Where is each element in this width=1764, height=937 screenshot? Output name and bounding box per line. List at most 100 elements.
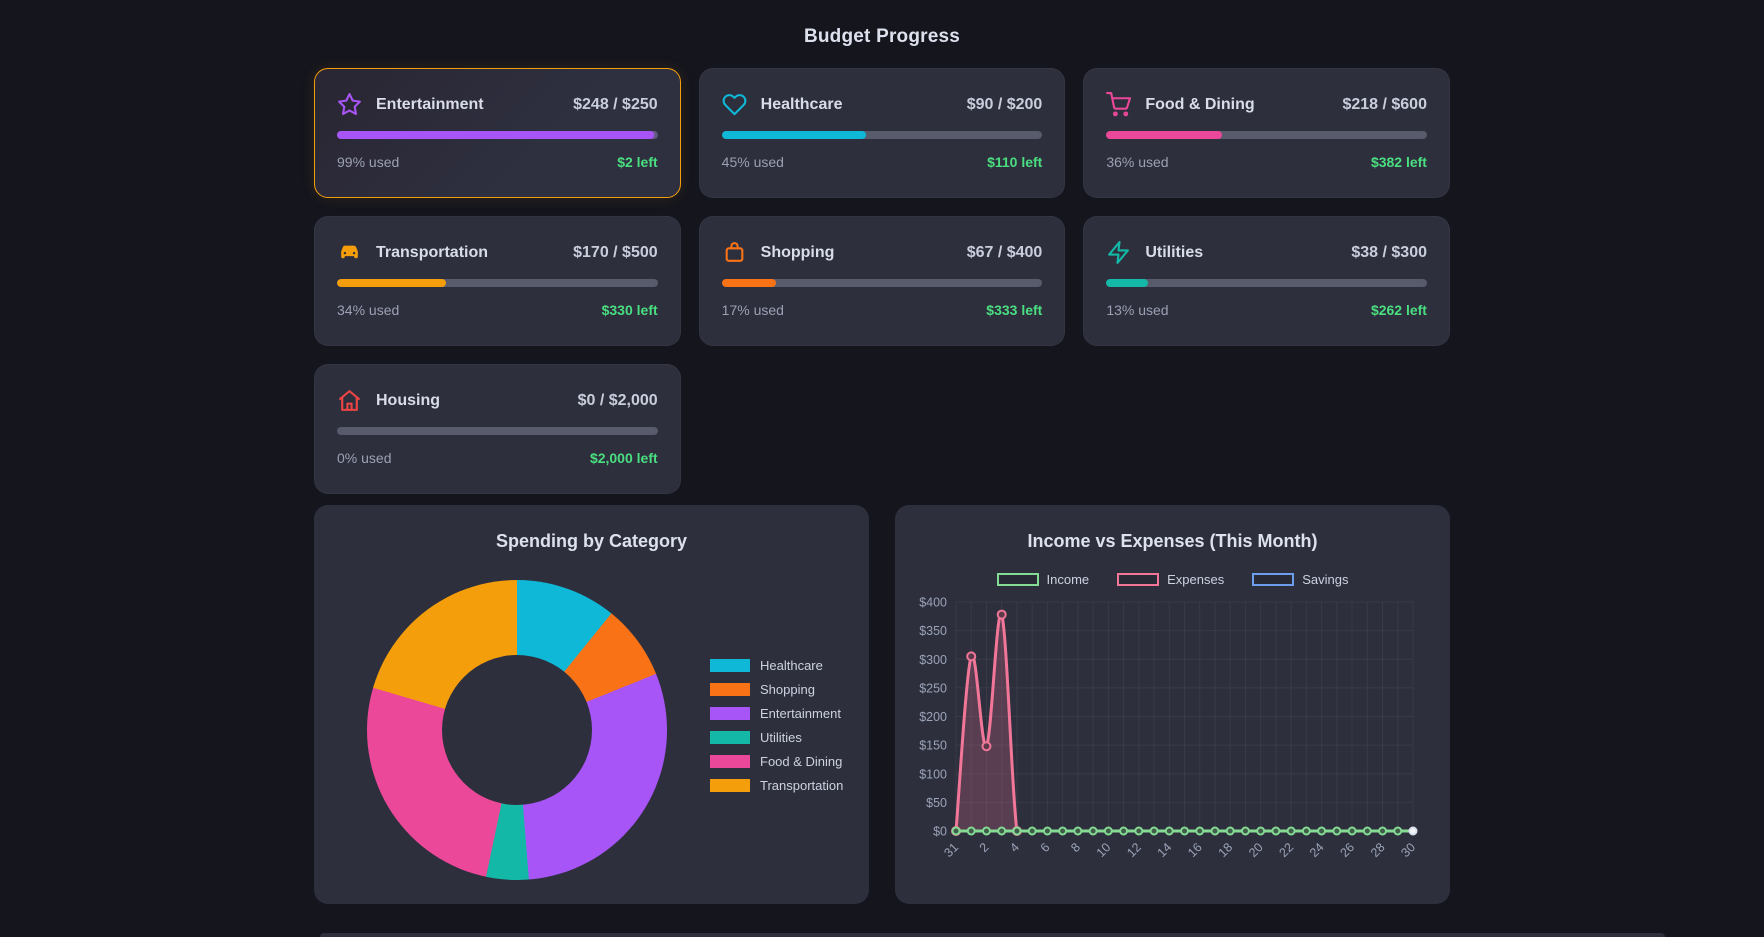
amount-left-label: $330 left: [601, 302, 658, 318]
amount-left-label: $382 left: [1370, 154, 1427, 170]
svg-text:6: 6: [1038, 840, 1053, 855]
legend-item-income[interactable]: Income: [996, 572, 1090, 587]
category-name: Housing: [376, 391, 440, 409]
legend-label: Expenses: [1167, 572, 1225, 587]
amount-left-label: $333 left: [986, 302, 1043, 318]
spending-by-category-panel: Spending by Category Healthcare Shopping…: [314, 505, 869, 904]
budget-card-housing[interactable]: Housing $0 / $2,000 0% used $2,000 left: [314, 364, 681, 494]
percent-used-label: 36% used: [1106, 154, 1169, 170]
shopping-bag-icon: [722, 240, 747, 265]
svg-text:28: 28: [1368, 840, 1388, 860]
svg-text:24: 24: [1307, 840, 1327, 860]
percent-used-label: 45% used: [721, 154, 784, 170]
legend-label: Healthcare: [760, 657, 823, 673]
budget-card-healthcare[interactable]: Healthcare $90 / $200 45% used $110 left: [698, 68, 1066, 198]
budget-card-entertainment[interactable]: Entertainment $248 / $250 99% used $2 le…: [314, 68, 681, 198]
progress-bar: [721, 279, 777, 287]
pie-legend-item-healthcare[interactable]: Healthcare: [710, 653, 843, 677]
legend-swatch: [710, 778, 750, 792]
category-amount: $218 / $600: [1342, 95, 1427, 113]
legend-item-expenses[interactable]: Expenses: [1117, 572, 1224, 587]
line-chart-legend: Income Expenses Savings: [895, 572, 1450, 587]
category-amount: $0 / $2,000: [577, 391, 658, 409]
progress-bar: [721, 131, 866, 139]
category-name: Transportation: [376, 243, 489, 261]
pie-legend-item-utilities[interactable]: Utilities: [710, 725, 843, 749]
pie-legend-item-shopping[interactable]: Shopping: [710, 677, 843, 701]
percent-used-label: 13% used: [1106, 302, 1169, 318]
svg-text:$0: $0: [933, 825, 947, 839]
svg-text:16: 16: [1185, 840, 1205, 860]
svg-text:14: 14: [1155, 840, 1175, 860]
category-name: Utilities: [1145, 243, 1204, 261]
budget-card-transportation[interactable]: Transportation $170 / $500 34% used $330…: [314, 216, 681, 346]
progress-track: [337, 131, 658, 139]
svg-text:$200: $200: [919, 710, 947, 724]
legend-swatch: [710, 754, 750, 768]
progress-bar: [1106, 131, 1222, 139]
svg-text:$50: $50: [926, 796, 947, 810]
amount-left-label: $110 left: [987, 154, 1043, 170]
svg-text:18: 18: [1216, 840, 1236, 860]
heart-icon: [722, 92, 747, 117]
category-amount: $38 / $300: [1351, 243, 1427, 261]
legend-label: Income: [1046, 572, 1090, 587]
svg-text:8: 8: [1068, 840, 1083, 855]
svg-text:2: 2: [977, 840, 992, 855]
budget-card-shopping[interactable]: Shopping $67 / $400 17% used $333 left: [698, 216, 1066, 346]
legend-label: Entertainment: [760, 705, 841, 721]
legend-label: Utilities: [760, 729, 802, 745]
progress-track: [721, 279, 1043, 287]
pie-chart-title: Spending by Category: [495, 531, 688, 551]
category-amount: $248 / $250: [573, 95, 658, 113]
donut-chart[interactable]: [367, 580, 667, 880]
svg-text:22: 22: [1277, 840, 1297, 860]
percent-used-label: 17% used: [721, 302, 784, 318]
next-section-card-edge: [320, 933, 1665, 937]
page-title: Budget Progress: [803, 26, 961, 47]
amount-left-label: $2,000 left: [589, 450, 658, 466]
category-name: Food & Dining: [1145, 95, 1255, 113]
percent-used-label: 0% used: [337, 450, 392, 466]
progress-track: [337, 279, 658, 287]
progress-track: [337, 427, 658, 435]
svg-text:$250: $250: [919, 681, 947, 695]
progress-bar: [337, 279, 447, 287]
legend-label: Shopping: [760, 681, 815, 697]
amount-left-label: $2 left: [617, 154, 658, 170]
svg-text:12: 12: [1124, 840, 1144, 860]
progress-track: [721, 131, 1043, 139]
legend-swatch: [710, 730, 750, 744]
svg-text:26: 26: [1337, 840, 1357, 860]
progress-track: [1106, 279, 1427, 287]
svg-text:$150: $150: [919, 739, 947, 753]
donut-hole: [442, 655, 592, 805]
progress-bar: [1106, 279, 1148, 287]
svg-text:4: 4: [1007, 840, 1022, 855]
budget-card-food-dining[interactable]: Food & Dining $218 / $600 36% used $382 …: [1083, 68, 1450, 198]
legend-label: Food & Dining: [760, 753, 843, 769]
legend-item-savings[interactable]: Savings: [1252, 572, 1348, 587]
legend-label: Savings: [1302, 572, 1349, 587]
budget-card-utilities[interactable]: Utilities $38 / $300 13% used $262 left: [1083, 216, 1450, 346]
legend-swatch: [1252, 573, 1295, 586]
svg-text:$400: $400: [919, 596, 947, 610]
pie-legend: Healthcare Shopping Entertainment Utilit…: [710, 653, 843, 797]
svg-text:10: 10: [1094, 840, 1114, 860]
pie-legend-item-entertainment[interactable]: Entertainment: [710, 701, 843, 725]
category-name: Shopping: [760, 243, 835, 261]
star-icon: [337, 92, 362, 117]
line-chart-title: Income vs Expenses (This Month): [1027, 531, 1318, 551]
svg-text:$350: $350: [919, 624, 947, 638]
budget-cards-grid: Entertainment $248 / $250 99% used $2 le…: [314, 68, 1450, 494]
home-icon: [337, 388, 362, 413]
income-vs-expenses-panel: Income vs Expenses (This Month) Income E…: [895, 505, 1450, 904]
category-name: Healthcare: [760, 95, 843, 113]
legend-swatch: [710, 658, 750, 672]
pie-legend-item-transportation[interactable]: Transportation: [710, 773, 843, 797]
category-amount: $90 / $200: [966, 95, 1043, 113]
pie-legend-item-food-dining[interactable]: Food & Dining: [710, 749, 843, 773]
category-amount: $170 / $500: [573, 243, 658, 261]
